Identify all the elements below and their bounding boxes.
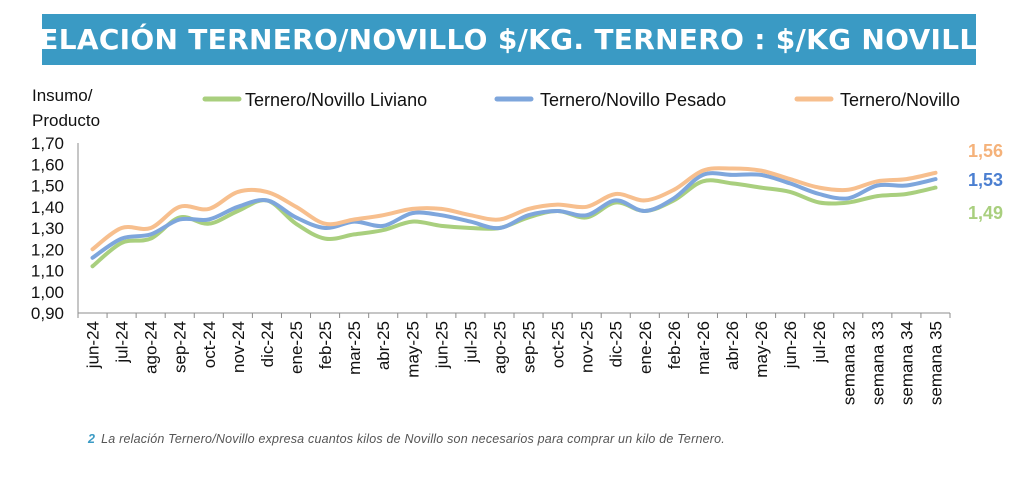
x-tick-label: jun-24 bbox=[84, 321, 103, 369]
x-tick-label: oct-24 bbox=[200, 321, 219, 368]
y-tick-label: 1,00 bbox=[31, 283, 64, 302]
x-tick-label: nov-25 bbox=[578, 321, 597, 373]
x-tick-label: ago-25 bbox=[490, 321, 509, 374]
y-tick-label: 1,50 bbox=[31, 177, 64, 196]
x-tick-label: abr-26 bbox=[723, 321, 742, 370]
series-line bbox=[90, 166, 938, 252]
y-axis-label-line-2: Producto bbox=[32, 111, 101, 130]
x-tick-label: sep-24 bbox=[171, 321, 190, 373]
x-tick-label: semana 33 bbox=[868, 321, 887, 405]
legend-label: Ternero/Novillo Liviano bbox=[245, 90, 427, 110]
x-tick-label: dic-24 bbox=[258, 321, 277, 367]
x-tick-label: semana 34 bbox=[897, 321, 916, 405]
footnote-number: 2 bbox=[88, 432, 96, 446]
x-tick-label: semana 32 bbox=[839, 321, 858, 405]
y-tick-label: 1,20 bbox=[31, 240, 64, 259]
x-tick-label: oct-25 bbox=[549, 321, 568, 368]
chart-title-banner: RELACIÓN TERNERO/NOVILLO $/KG. TERNERO :… bbox=[17, 14, 1000, 65]
x-tick-label: abr-25 bbox=[374, 321, 393, 370]
x-tick-label: feb-25 bbox=[316, 321, 335, 369]
series-end-label: 1,49 bbox=[968, 203, 1003, 223]
legend-label: Ternero/Novillo bbox=[840, 90, 960, 110]
footnote: 2 La relación Ternero/Novillo expresa cua… bbox=[88, 432, 725, 446]
x-tick-label: dic-25 bbox=[607, 321, 626, 367]
x-tick-label: may-26 bbox=[752, 321, 771, 378]
x-tick-label: ago-24 bbox=[142, 321, 161, 374]
series-end-label: 1,53 bbox=[968, 170, 1003, 190]
y-tick-label: 1,30 bbox=[31, 219, 64, 238]
x-tick-label: semana 35 bbox=[926, 321, 945, 405]
x-tick-label: jun-26 bbox=[781, 321, 800, 369]
series-end-label: 1,56 bbox=[968, 141, 1003, 161]
y-tick-label: 1,10 bbox=[31, 262, 64, 281]
x-tick-label: sep-25 bbox=[520, 321, 539, 373]
x-tick-label: ene-26 bbox=[636, 321, 655, 374]
y-tick-label: 1,60 bbox=[31, 155, 64, 174]
x-tick-label: jun-25 bbox=[432, 321, 451, 369]
y-axis-label-line-1: Insumo/ bbox=[32, 86, 93, 105]
y-tick-label: 0,90 bbox=[31, 304, 64, 323]
y-axis-label: Insumo/ Producto bbox=[32, 83, 100, 133]
x-tick-label: jul-24 bbox=[113, 321, 132, 364]
series-line bbox=[90, 171, 938, 260]
x-tick-label: mar-25 bbox=[345, 321, 364, 375]
x-tick-label: mar-26 bbox=[694, 321, 713, 375]
x-tick-label: feb-26 bbox=[665, 321, 684, 369]
x-tick-label: jul-26 bbox=[810, 321, 829, 364]
legend-label: Ternero/Novillo Pesado bbox=[540, 90, 726, 110]
x-tick-label: ene-25 bbox=[287, 321, 306, 374]
x-tick-label: jul-25 bbox=[461, 321, 480, 364]
x-tick-label: nov-24 bbox=[229, 321, 248, 373]
y-tick-label: 1,40 bbox=[31, 198, 64, 217]
y-tick-label: 1,70 bbox=[31, 134, 64, 153]
x-tick-label: may-25 bbox=[403, 321, 422, 378]
chart-title: RELACIÓN TERNERO/NOVILLO $/KG. TERNERO :… bbox=[17, 23, 1001, 56]
footnote-text: La relación Ternero/Novillo expresa cuan… bbox=[101, 432, 725, 446]
